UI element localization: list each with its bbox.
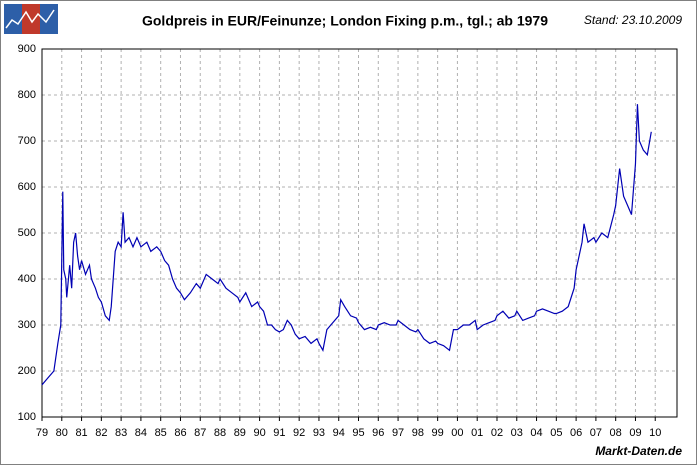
x-tick-label: 79 xyxy=(36,427,48,439)
x-tick-label: 81 xyxy=(75,427,87,439)
x-tick-label: 82 xyxy=(95,427,107,439)
x-tick-label: 05 xyxy=(550,427,562,439)
logo xyxy=(4,4,58,34)
x-tick-label: 88 xyxy=(214,427,226,439)
y-tick-label: 100 xyxy=(18,411,36,423)
y-tick-label: 900 xyxy=(18,43,36,55)
x-tick-label: 90 xyxy=(253,427,265,439)
x-tick-label: 04 xyxy=(530,427,542,439)
x-tick-label: 08 xyxy=(610,427,622,439)
x-tick-label: 98 xyxy=(412,427,424,439)
x-tick-label: 86 xyxy=(174,427,186,439)
x-tick-label: 06 xyxy=(570,427,582,439)
x-tick-label: 89 xyxy=(234,427,246,439)
y-tick-label: 600 xyxy=(18,181,36,193)
x-tick-label: 93 xyxy=(313,427,325,439)
y-tick-label: 400 xyxy=(18,273,36,285)
x-tick-label: 85 xyxy=(155,427,167,439)
x-tick-label: 87 xyxy=(194,427,206,439)
x-tick-label: 99 xyxy=(432,427,444,439)
x-tick-label: 94 xyxy=(333,427,345,439)
x-tick-label: 91 xyxy=(273,427,285,439)
plot-border xyxy=(41,48,678,418)
x-tick-label: 96 xyxy=(372,427,384,439)
x-tick-label: 02 xyxy=(491,427,503,439)
source: Markt-Daten.de xyxy=(595,444,682,458)
x-tick-label: 10 xyxy=(649,427,661,439)
x-tick-label: 01 xyxy=(471,427,483,439)
x-tick-label: 03 xyxy=(511,427,523,439)
chart-title: Goldpreis in EUR/Feinunze; London Fixing… xyxy=(142,13,548,29)
x-tick-label: 84 xyxy=(135,427,147,439)
price-line xyxy=(41,104,652,386)
x-tick-label: 95 xyxy=(352,427,364,439)
x-tick-label: 09 xyxy=(629,427,641,439)
x-tick-label: 07 xyxy=(590,427,602,439)
x-tick-label: 00 xyxy=(451,427,463,439)
y-tick-label: 300 xyxy=(18,319,36,331)
y-tick-label: 800 xyxy=(18,89,36,101)
x-tick-label: 97 xyxy=(392,427,404,439)
y-tick-label: 700 xyxy=(18,135,36,147)
y-tick-label: 500 xyxy=(18,227,36,239)
x-tick-label: 83 xyxy=(115,427,127,439)
x-tick-label: 80 xyxy=(56,427,68,439)
y-tick-label: 200 xyxy=(18,365,36,377)
x-tick-label: 92 xyxy=(293,427,305,439)
subtitle: Stand: 23.10.2009 xyxy=(584,13,682,27)
